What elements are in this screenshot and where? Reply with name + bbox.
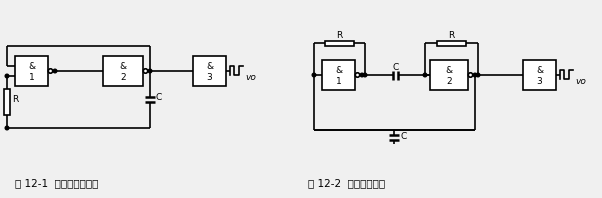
Circle shape [148, 69, 152, 73]
Text: &: & [28, 62, 35, 71]
Text: &: & [119, 62, 126, 71]
Circle shape [363, 73, 367, 77]
Text: C: C [400, 132, 407, 141]
Text: 2: 2 [446, 77, 452, 86]
Text: &: & [335, 66, 342, 75]
Text: R: R [337, 31, 343, 40]
Text: vo: vo [245, 73, 256, 82]
Circle shape [355, 73, 360, 77]
Circle shape [312, 73, 316, 77]
Text: 图 12-2  对称型振荡器: 图 12-2 对称型振荡器 [308, 178, 385, 188]
Bar [15, 56, 48, 86]
Text: 2: 2 [120, 73, 126, 82]
Bar [326, 41, 353, 46]
Circle shape [5, 74, 9, 78]
Text: 1: 1 [336, 77, 341, 86]
Text: R: R [12, 95, 18, 104]
Circle shape [423, 73, 427, 77]
Text: &: & [206, 62, 213, 71]
Text: 图 12-1  非对称型振荡器: 图 12-1 非对称型振荡器 [15, 178, 98, 188]
Circle shape [5, 126, 9, 130]
Text: R: R [448, 31, 455, 40]
Circle shape [468, 73, 473, 77]
Text: vo: vo [575, 77, 586, 86]
Circle shape [360, 73, 364, 77]
Circle shape [143, 69, 147, 73]
Bar [4, 89, 10, 115]
Bar [523, 60, 556, 90]
Circle shape [473, 73, 477, 77]
Bar [430, 60, 468, 90]
Text: &: & [445, 66, 453, 75]
Circle shape [476, 73, 480, 77]
Text: C: C [155, 93, 161, 102]
Text: 3: 3 [206, 73, 213, 82]
Text: 1: 1 [29, 73, 34, 82]
Bar [103, 56, 143, 86]
Text: &: & [536, 66, 543, 75]
Text: 3: 3 [536, 77, 542, 86]
Circle shape [53, 69, 57, 73]
Text: C: C [393, 63, 399, 72]
Bar [322, 60, 355, 90]
Bar [193, 56, 226, 86]
Circle shape [48, 69, 53, 73]
Bar [437, 41, 466, 46]
